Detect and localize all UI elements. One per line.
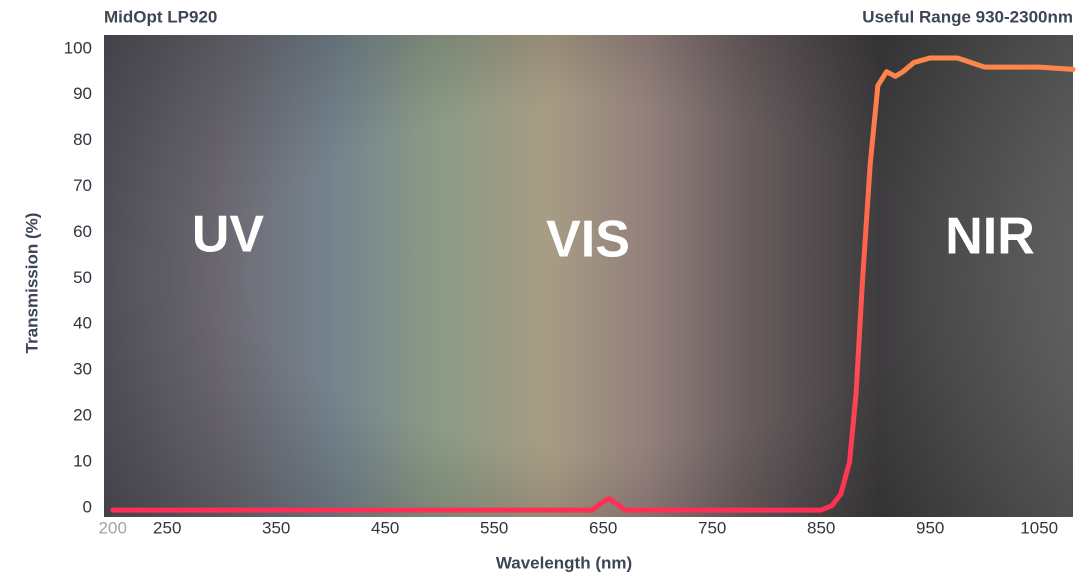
plot-vignette [104,35,1073,517]
y-tick-label: 50 [73,268,92,287]
x-tick-label: 1050 [1020,518,1058,537]
y-tick-label: 20 [73,405,92,424]
x-tick-label: 250 [153,518,181,537]
y-axis-label: Transmission (%) [22,213,41,354]
y-tick-label: 40 [73,314,92,333]
x-tick-label: 200 [99,518,127,537]
x-axis-label: Wavelength (nm) [496,553,632,572]
x-tick-label: 950 [916,518,944,537]
y-tick-label: 60 [73,222,92,241]
y-tick-label: 90 [73,84,92,103]
x-tick-label: 650 [589,518,617,537]
line [110,55,1076,513]
y-tick-label: 0 [83,497,92,516]
subtitle: Useful Range 930-2300nm [862,7,1073,26]
x-tick-label: 550 [480,518,508,537]
region-label: UV [192,206,265,264]
x-tick-label: 750 [698,518,726,537]
y-tick-label: 10 [73,451,92,470]
x-tick-label: 450 [371,518,399,537]
region-label: NIR [945,208,1035,266]
region-label: VIS [546,211,630,269]
x-tick-label: 850 [807,518,835,537]
chart-title: MidOpt LP920 [104,7,217,26]
y-tick-label: 100 [64,38,92,57]
y-tick-label: 70 [73,176,92,195]
y-tick-label: 80 [73,130,92,149]
y-tick-label: 30 [73,360,92,379]
x-tick-label: 350 [262,518,290,537]
